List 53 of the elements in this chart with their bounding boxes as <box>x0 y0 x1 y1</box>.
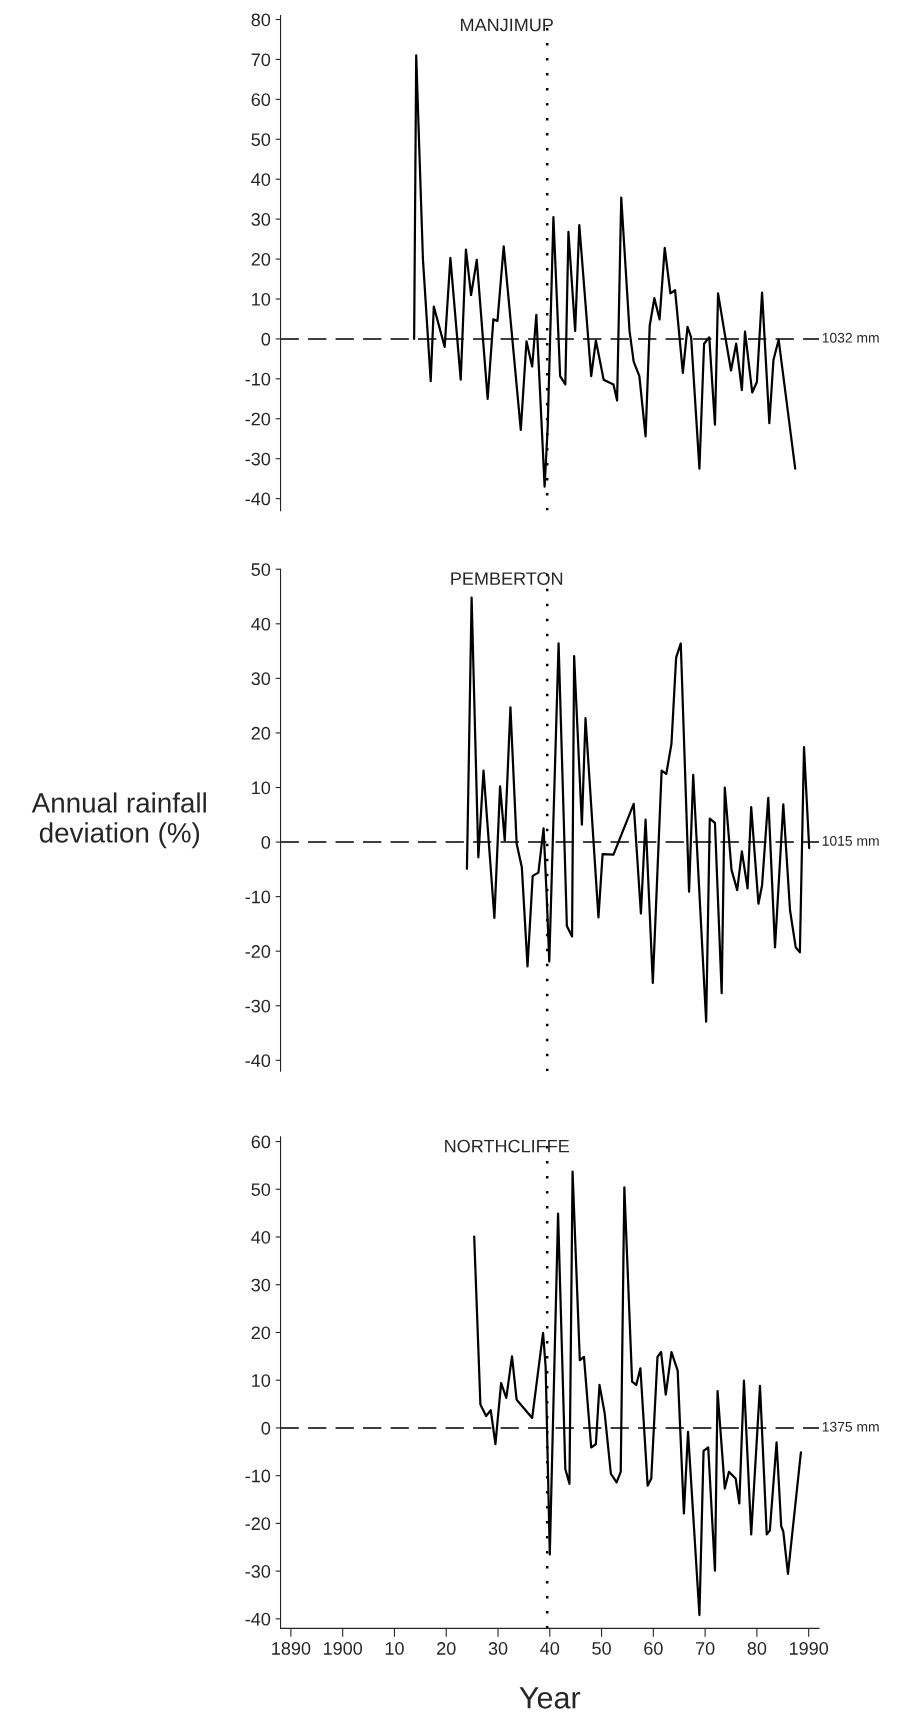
y-tick-label: -10 <box>245 890 271 904</box>
y-tick-label: -30 <box>245 999 271 1013</box>
y-tick-label: 50 <box>251 133 271 147</box>
chart-title: MANJIMUP <box>461 18 553 32</box>
ref-line-label: 1032 mm <box>822 332 879 343</box>
x-tick-label: 10 <box>385 1642 404 1655</box>
y-tick-label: 0 <box>261 332 271 346</box>
y-tick-label: 30 <box>251 672 271 686</box>
y-tick-label: 40 <box>251 173 271 186</box>
y-tick-label: 60 <box>251 93 271 107</box>
x-axis-title: Year <box>519 1687 581 1709</box>
chart-title: PEMBERTON <box>451 572 563 586</box>
y-tick-label: 60 <box>251 1135 271 1149</box>
x-tick-label: 80 <box>747 1642 767 1655</box>
y-tick-label: 0 <box>261 836 271 849</box>
y-tick-label: -20 <box>245 412 271 426</box>
y-tick-label: -40 <box>245 492 271 506</box>
y-tick-label: 30 <box>251 1278 271 1292</box>
y-tick-label: 40 <box>251 617 271 631</box>
y-tick-label: -20 <box>245 945 271 958</box>
y-tick-label: 10 <box>252 292 271 306</box>
y-tick-label: -10 <box>245 1469 271 1483</box>
x-tick-label: 50 <box>592 1642 611 1655</box>
y-tick-label: -40 <box>245 1054 271 1068</box>
x-tick-label: 70 <box>696 1642 715 1655</box>
x-tick-label: 1990 <box>789 1642 829 1655</box>
y-tick-label: 30 <box>251 213 271 226</box>
x-tick-label: 1900 <box>323 1642 363 1655</box>
y-tick-label: 10 <box>252 1374 271 1387</box>
chart-title: NORTHCLIFFE <box>445 1139 569 1153</box>
y-tick-label: 40 <box>251 1230 271 1244</box>
x-tick-label: 60 <box>644 1642 663 1655</box>
y-tick-label: 50 <box>251 563 271 576</box>
y-tick-label: 10 <box>252 781 271 795</box>
x-tick-label: 20 <box>437 1642 456 1655</box>
y-tick-label: 80 <box>251 13 271 27</box>
x-tick-label: 40 <box>540 1642 560 1655</box>
y-tick-label: 50 <box>251 1183 271 1196</box>
y-axis-title: Annual rainfall deviation (%) <box>31 792 206 849</box>
x-tick-label: 30 <box>488 1642 508 1655</box>
y-tick-label: -30 <box>245 452 271 466</box>
y-tick-label: -40 <box>245 1612 271 1626</box>
y-tick-label: 0 <box>261 1421 271 1435</box>
ref-line-label: 1015 mm <box>822 835 879 846</box>
y-tick-label: 20 <box>251 253 271 266</box>
x-tick-label: 1890 <box>272 1642 311 1655</box>
y-tick-label: -30 <box>245 1565 271 1578</box>
y-tick-label: 20 <box>251 1326 271 1340</box>
y-tick-label: 70 <box>251 53 271 67</box>
y-tick-label: 20 <box>251 726 271 740</box>
ref-line-label: 1375 mm <box>822 1421 879 1432</box>
y-tick-label: -10 <box>245 372 271 386</box>
y-tick-label: -20 <box>245 1517 271 1531</box>
